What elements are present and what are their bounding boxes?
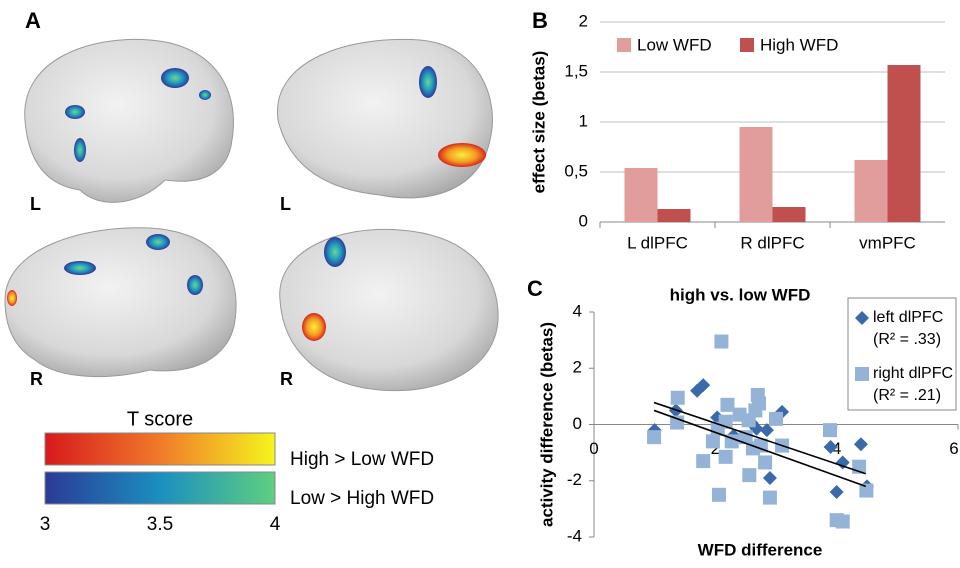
chart-title: high vs. low WFD <box>670 285 811 304</box>
y-tick-label: 4 <box>573 301 582 320</box>
x-tick-label: 4 <box>832 439 841 458</box>
square-point <box>670 415 685 430</box>
y-axis-title: effect size (betas) <box>529 51 548 194</box>
diamond-point <box>759 423 774 438</box>
colorbar-tick-label: 4 <box>270 514 281 535</box>
bar <box>624 168 658 222</box>
legend-label: right dlPFC <box>873 365 953 382</box>
legend-label: Low WFD <box>637 35 712 54</box>
square-point <box>705 434 720 449</box>
square-point <box>742 468 757 483</box>
square-point <box>718 449 733 464</box>
x-tick-label: 6 <box>949 439 958 458</box>
x-axis-title: WFD difference <box>698 540 823 559</box>
colorbar-tick-label: 3 <box>40 514 51 535</box>
square-point <box>720 397 735 412</box>
legend-swatch <box>740 38 754 52</box>
panel-label: B <box>532 8 548 33</box>
colorbar-label: Low > High WFD <box>290 488 434 509</box>
square-point <box>714 334 729 349</box>
diamond-point <box>853 437 868 452</box>
y-tick-label: 2 <box>573 358 582 377</box>
colorbar <box>44 432 276 466</box>
x-tick-label: L dlPFC <box>627 233 688 252</box>
bar <box>887 65 921 222</box>
colorbar-title: T score <box>127 408 193 430</box>
legend-label: left dlPFC <box>873 309 943 326</box>
diamond-point <box>696 378 711 393</box>
colorbar-tick-label: 3.5 <box>147 514 173 535</box>
y-tick-label: 0 <box>579 211 588 230</box>
x-tick-label: 2 <box>711 439 720 458</box>
bar <box>657 209 691 222</box>
x-tick-label: R dlPFC <box>740 233 804 252</box>
y-tick-label: -4 <box>567 526 582 545</box>
diamond-point <box>762 470 777 485</box>
panel-label: C <box>527 276 543 301</box>
legend-r2: (R² = .33) <box>873 331 941 348</box>
diamond-point <box>823 440 838 454</box>
x-tick-label: 0 <box>589 439 598 458</box>
square-point <box>738 430 753 445</box>
square-point <box>859 483 874 498</box>
square-point <box>696 454 711 469</box>
y-tick-label: -2 <box>567 470 582 489</box>
legend-r2: (R² = .21) <box>873 387 941 404</box>
x-tick-label: vmPFC <box>859 233 916 252</box>
y-tick-label: 1 <box>579 111 588 130</box>
trend-line <box>653 401 867 475</box>
y-tick-label: 2 <box>579 11 588 30</box>
y-tick-label: 0 <box>573 414 582 433</box>
y-tick-label: 0,5 <box>564 161 588 180</box>
bar <box>854 160 888 222</box>
brain-images <box>4 38 499 392</box>
diamond-point <box>829 485 844 499</box>
square-point <box>758 455 773 470</box>
square-point <box>762 490 777 505</box>
diamond-point <box>835 455 850 470</box>
colorbar <box>44 471 276 505</box>
hemisphere-label: L <box>280 194 291 214</box>
hemisphere-label: R <box>30 369 43 389</box>
panel-label: A <box>25 8 41 33</box>
square-point <box>670 390 685 405</box>
square-point <box>752 396 767 411</box>
square-point <box>822 423 837 438</box>
bar <box>772 207 806 222</box>
hemisphere-label: R <box>280 369 293 389</box>
legend-swatch <box>617 38 631 52</box>
bar <box>739 127 773 222</box>
y-tick-label: 1,5 <box>564 61 588 80</box>
legend-label: High WFD <box>760 35 838 54</box>
square-point <box>835 514 850 529</box>
hemisphere-label: L <box>30 194 41 214</box>
square-point <box>769 411 783 426</box>
square-point <box>855 367 869 381</box>
trend-line <box>653 409 867 488</box>
colorbar-label: High > Low WFD <box>290 449 434 470</box>
diamond-point <box>855 311 869 325</box>
square-point <box>711 487 726 502</box>
panel-a: A L L R R T score High > Low WFD Low > High WFD… <box>25 8 434 535</box>
square-point <box>647 430 662 445</box>
y-axis-title: activity difference (betas) <box>537 322 556 527</box>
